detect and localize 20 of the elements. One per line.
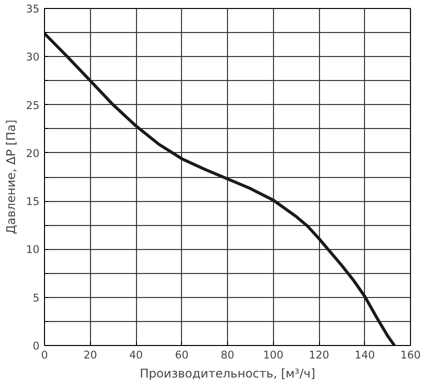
y-tick-label: 10 (26, 243, 40, 256)
x-tick-label: 100 (263, 348, 284, 362)
x-tick-label: 140 (354, 348, 376, 362)
x-tick-label: 20 (83, 348, 98, 362)
y-tick-label: 20 (26, 146, 40, 160)
y-tick-label: 35 (26, 2, 40, 16)
x-tick-label: 80 (220, 348, 234, 362)
y-axis-title: Давление, ΔP [Па] (4, 120, 18, 234)
x-tick-label: 40 (129, 348, 143, 362)
x-tick-label: 0 (41, 348, 48, 362)
x-tick-label: 160 (400, 348, 421, 362)
y-tick-label: 25 (26, 98, 40, 112)
y-tick-label: 30 (26, 50, 40, 64)
x-tick-label: 60 (174, 348, 189, 362)
x-tick-label: 120 (308, 348, 330, 362)
y-tick-label: 15 (26, 195, 40, 208)
line-series (44, 32, 396, 346)
x-axis-title: Производительность, [м³/ч] (140, 366, 316, 380)
y-tick-label: 0 (32, 340, 40, 352)
y-tick-label: 5 (32, 291, 40, 304)
